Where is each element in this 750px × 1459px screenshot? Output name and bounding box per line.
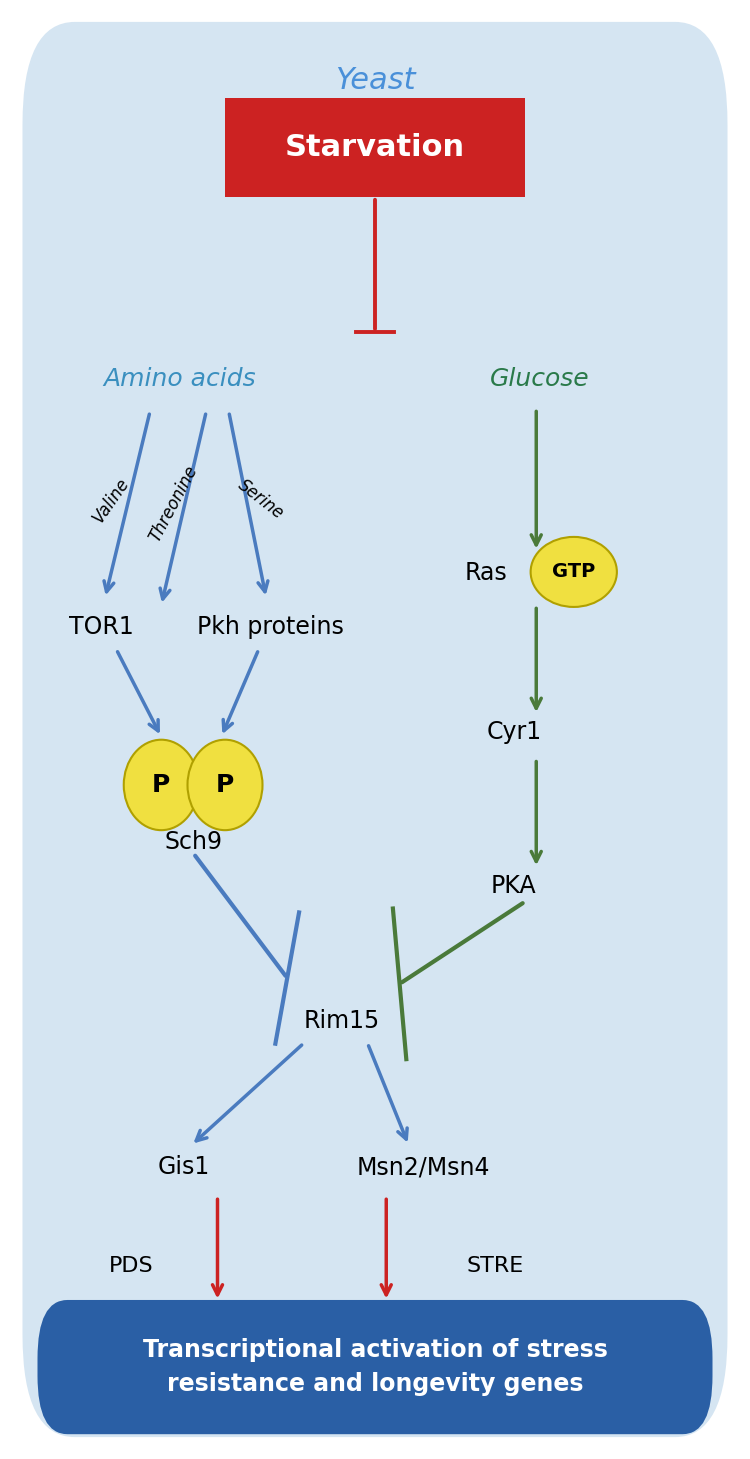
Ellipse shape [188, 740, 262, 830]
Text: Rim15: Rim15 [303, 1010, 380, 1033]
Text: PKA: PKA [491, 874, 536, 897]
Text: PDS: PDS [109, 1256, 154, 1277]
Ellipse shape [531, 537, 616, 607]
Ellipse shape [124, 740, 199, 830]
FancyBboxPatch shape [22, 22, 728, 1437]
Text: Ras: Ras [464, 562, 507, 585]
FancyBboxPatch shape [225, 98, 525, 197]
Text: Cyr1: Cyr1 [486, 721, 542, 744]
Text: TOR1: TOR1 [69, 616, 134, 639]
Text: Valine: Valine [89, 474, 133, 527]
Text: Glucose: Glucose [490, 368, 590, 391]
Text: Starvation: Starvation [285, 133, 465, 162]
Text: Gis1: Gis1 [158, 1156, 210, 1179]
Text: P: P [152, 773, 170, 797]
Text: GTP: GTP [552, 562, 596, 582]
Text: P: P [216, 773, 234, 797]
Text: Msn2/Msn4: Msn2/Msn4 [357, 1156, 490, 1179]
FancyBboxPatch shape [38, 1300, 712, 1434]
Text: Threonine: Threonine [146, 463, 202, 544]
Text: Sch9: Sch9 [164, 830, 222, 854]
Text: Amino acids: Amino acids [104, 368, 256, 391]
Text: Serine: Serine [235, 476, 287, 522]
Text: STRE: STRE [466, 1256, 524, 1277]
Text: Pkh proteins: Pkh proteins [196, 616, 344, 639]
Text: Yeast: Yeast [334, 66, 416, 95]
Text: Transcriptional activation of stress
resistance and longevity genes: Transcriptional activation of stress res… [142, 1338, 608, 1396]
